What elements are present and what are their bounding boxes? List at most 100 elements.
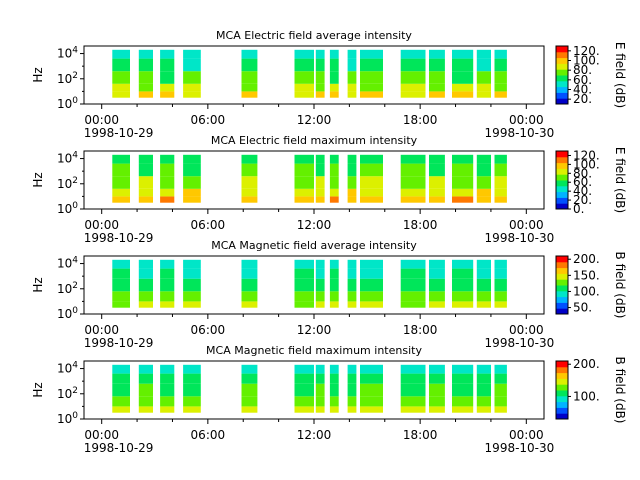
intensity-cell (360, 71, 383, 84)
intensity-cell (160, 83, 175, 92)
data-segment (138, 364, 153, 413)
intensity-cell (138, 259, 153, 269)
data-segment (360, 49, 383, 98)
intensity-cell (160, 163, 175, 177)
data-segment (183, 259, 201, 308)
intensity-cell (315, 396, 325, 407)
intensity-cell (494, 373, 507, 384)
intensity-cell (112, 91, 130, 98)
colorbar-swatch (556, 290, 568, 298)
intensity-cell (400, 364, 426, 374)
data-segment (347, 259, 357, 308)
colorbar-swatch (556, 378, 568, 385)
intensity-cell (315, 154, 325, 164)
intensity-cell (476, 383, 491, 397)
intensity-cell (160, 364, 175, 374)
data-segment (112, 259, 130, 308)
x-tick-label: 06:00 (191, 323, 226, 337)
intensity-cell (112, 406, 130, 413)
intensity-cell (138, 154, 153, 164)
intensity-cell (329, 49, 339, 59)
intensity-cell (160, 58, 175, 72)
data-segment (315, 49, 325, 98)
colorbar-swatch (556, 51, 568, 59)
intensity-cell (112, 58, 130, 72)
intensity-cell (112, 364, 130, 374)
intensity-cell (360, 373, 383, 384)
intensity-cell (360, 268, 383, 279)
intensity-cell (160, 176, 175, 189)
intensity-cell (315, 49, 325, 59)
intensity-cell (241, 188, 258, 197)
colorbar-swatch (556, 69, 568, 76)
intensity-cell (315, 268, 325, 279)
colorbar-swatch (556, 185, 568, 193)
intensity-cell (329, 383, 339, 397)
colorbar-swatch (556, 366, 568, 374)
intensity-cell (429, 396, 445, 407)
intensity-cell (360, 49, 383, 59)
panel-1: MCA Electric field average intensity 100 1… (31, 29, 627, 140)
intensity-cell (360, 383, 383, 397)
colorbar: 100. 200. B field (dB) (555, 357, 627, 423)
colorbar-swatch (556, 413, 568, 420)
y-tick-label: 102 (57, 176, 78, 191)
intensity-cell (241, 301, 258, 308)
intensity-cell (183, 406, 201, 413)
intensity-cell (138, 58, 153, 72)
intensity-cell (315, 196, 325, 203)
intensity-cell (494, 49, 507, 59)
x-tick-label: 18:00 (403, 428, 438, 442)
intensity-cell (112, 301, 130, 308)
data-segment (160, 259, 175, 308)
data-segment (329, 154, 339, 203)
colorbar-swatch (556, 256, 568, 263)
intensity-cell (360, 301, 383, 308)
data-segment (452, 49, 474, 98)
x-tick-label: 12:00 (297, 428, 332, 442)
intensity-cell (112, 383, 130, 397)
intensity-cell (452, 58, 474, 72)
intensity-cell (476, 91, 491, 98)
intensity-cell (429, 364, 445, 374)
intensity-cell (241, 373, 258, 384)
intensity-cell (138, 176, 153, 189)
data-segment (347, 49, 357, 98)
colorbar-tick-label: 150. (573, 268, 600, 282)
intensity-cell (241, 58, 258, 72)
intensity-cell (476, 71, 491, 84)
intensity-cell (476, 154, 491, 164)
intensity-cell (429, 49, 445, 59)
intensity-cell (112, 259, 130, 269)
intensity-cell (329, 291, 339, 302)
intensity-cell (241, 406, 258, 413)
intensity-cell (294, 196, 314, 203)
data-segment (429, 154, 445, 203)
intensity-cell (160, 71, 175, 84)
intensity-cell (294, 373, 314, 384)
intensity-cell (360, 163, 383, 177)
intensity-cell (160, 259, 175, 269)
intensity-cell (315, 278, 325, 292)
intensity-cell (360, 406, 383, 413)
colorbar-swatch (556, 46, 568, 53)
data-segment (183, 364, 201, 413)
x-tick-label: 12:00 (297, 218, 332, 232)
intensity-cell (429, 154, 445, 164)
intensity-cell (429, 278, 445, 292)
colorbar-label: B field (dB) (613, 252, 627, 319)
intensity-cell (329, 373, 339, 384)
data-segment (494, 49, 507, 98)
panel-4: MCA Magnetic field maximum intensity 100 1… (31, 344, 627, 455)
intensity-cell (476, 83, 491, 92)
intensity-cell (241, 291, 258, 302)
colorbar-swatch (556, 296, 568, 303)
colorbar-tick-label: 0. (573, 202, 584, 216)
colorbar-frame (555, 255, 569, 315)
intensity-cell (241, 154, 258, 164)
intensity-cell (160, 49, 175, 59)
intensity-cell (494, 196, 507, 203)
data-segment (138, 154, 153, 203)
intensity-cell (329, 188, 339, 197)
intensity-cell (112, 163, 130, 177)
